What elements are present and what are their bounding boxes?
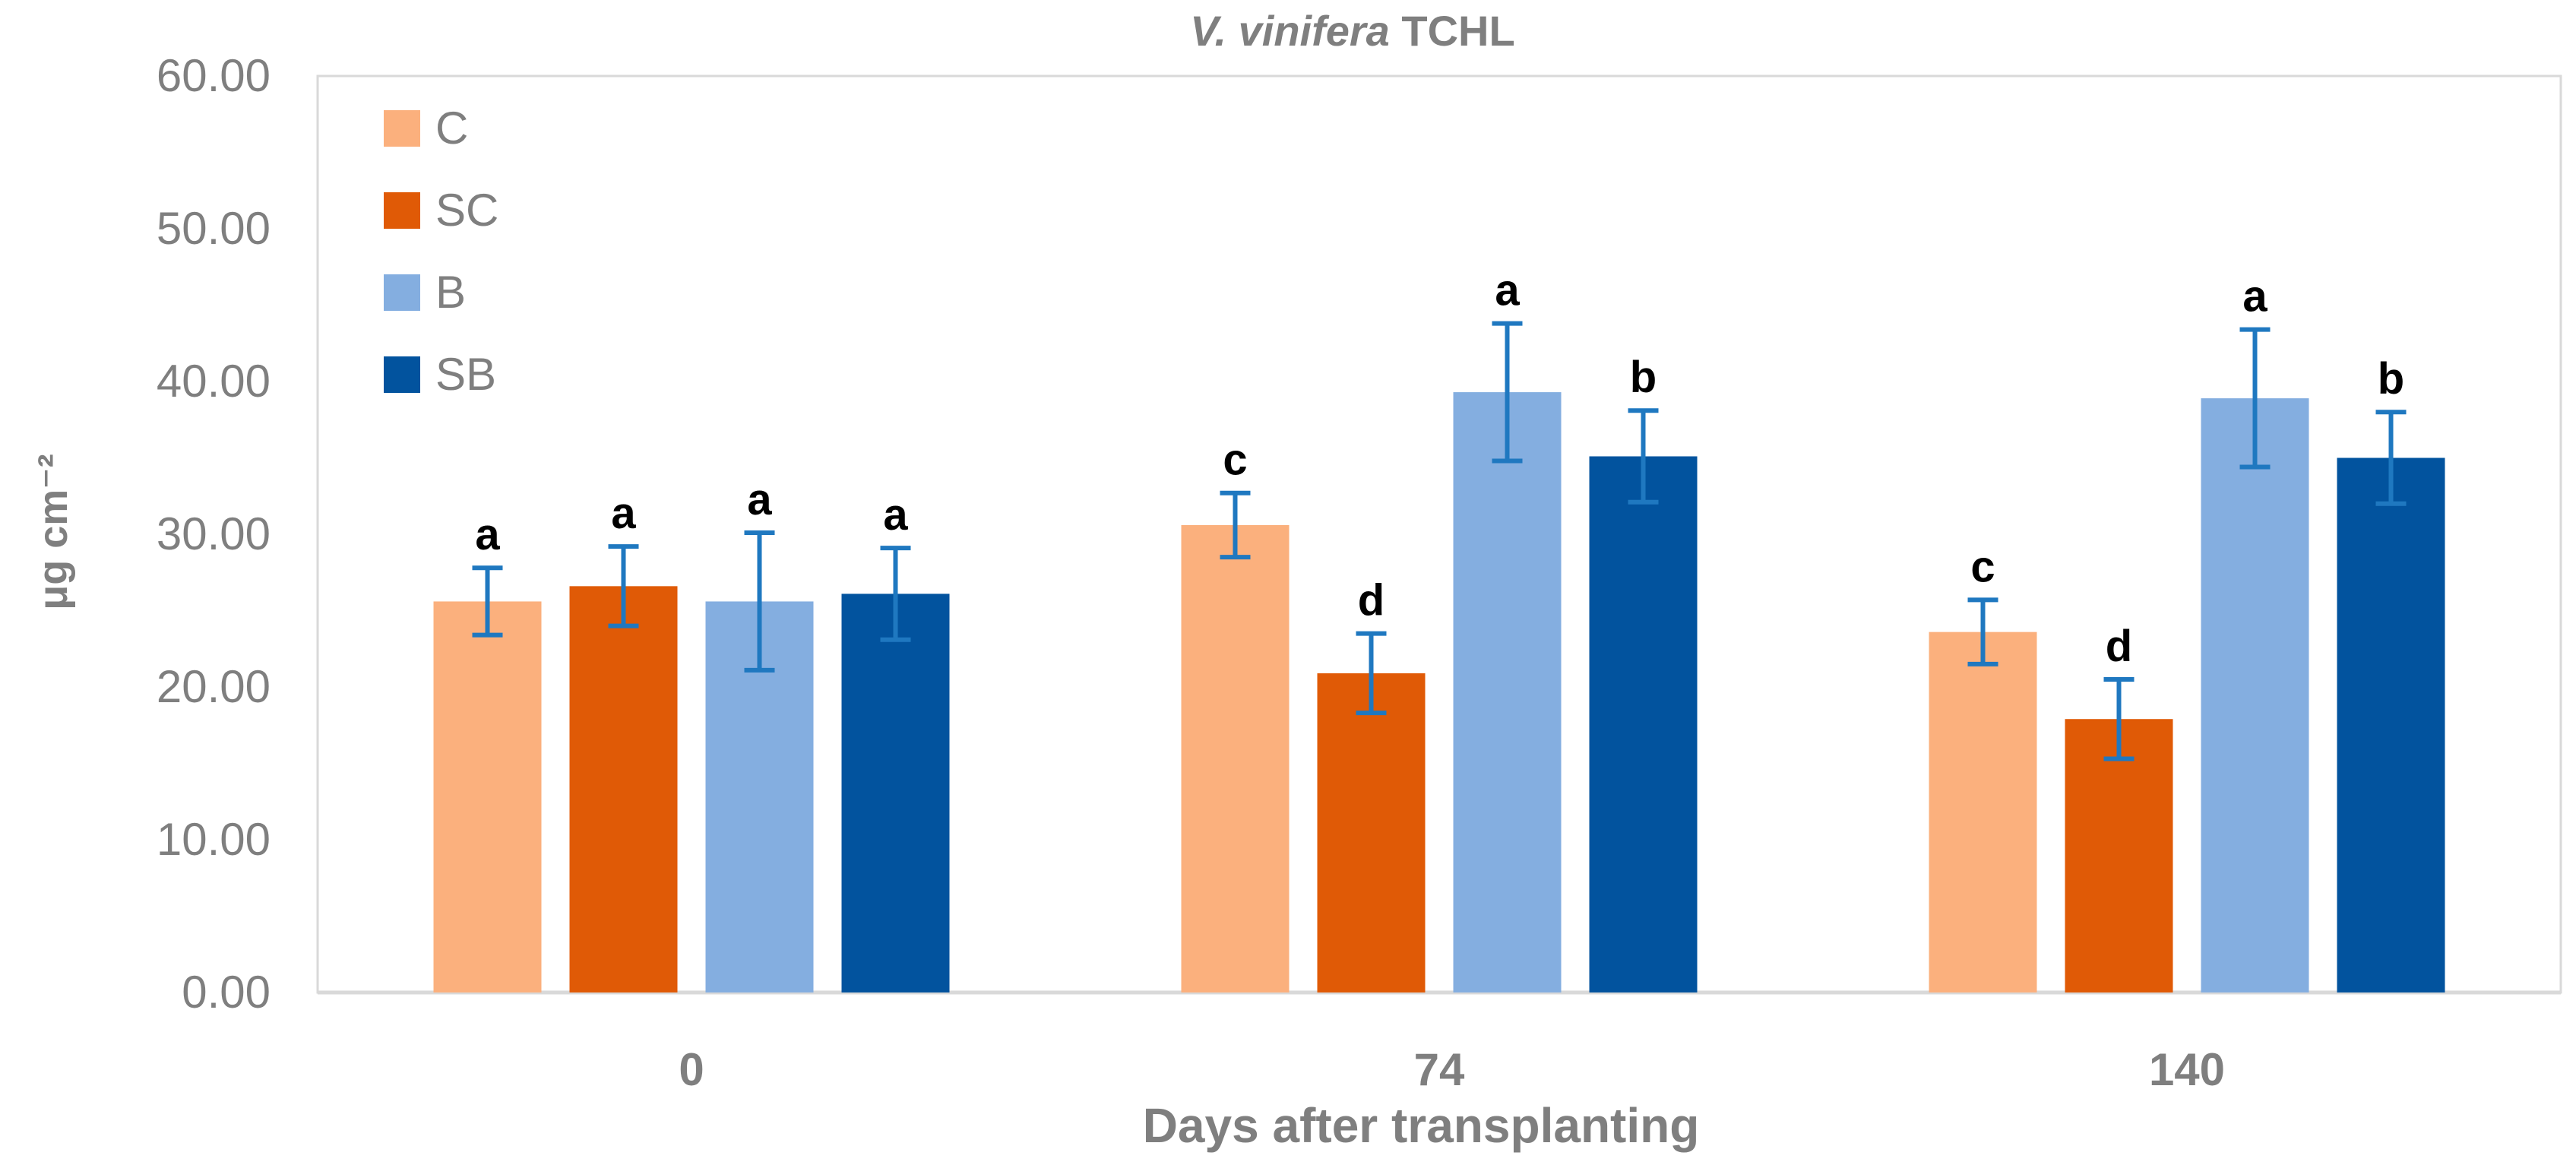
y-tick-label: 40.00 bbox=[157, 356, 271, 407]
x-axis-label: Days after transplanting bbox=[1143, 1098, 1700, 1153]
x-axis: 0 74 140 bbox=[679, 1044, 2225, 1095]
legend-label: SB bbox=[435, 349, 496, 400]
y-axis: 0.00 10.00 20.00 30.00 40.00 50.00 60.00 bbox=[157, 50, 271, 1018]
significance-letter: a bbox=[611, 489, 636, 538]
error-bar-c-74 bbox=[1220, 490, 1251, 560]
y-tick-label: 20.00 bbox=[157, 661, 271, 712]
x-tick-label: 74 bbox=[1414, 1044, 1465, 1095]
bar-sc-74 bbox=[1317, 673, 1426, 992]
y-tick-label: 50.00 bbox=[157, 203, 271, 254]
error-bar-sc-140 bbox=[2103, 676, 2135, 761]
y-axis-label: μg cm⁻² bbox=[30, 454, 76, 610]
bar-sb-74 bbox=[1589, 456, 1698, 992]
legend-item-c: C bbox=[384, 103, 468, 154]
x-tick-label: 0 bbox=[679, 1044, 704, 1095]
bar-sc-0 bbox=[569, 586, 678, 992]
chart-title: V. vinifera TCHL bbox=[1190, 7, 1514, 55]
y-tick-label: 10.00 bbox=[157, 814, 271, 865]
significance-letter: c bbox=[1223, 435, 1247, 485]
legend-label: SC bbox=[435, 185, 498, 236]
bar-sb-140 bbox=[2337, 457, 2445, 992]
error-bar-sb-74 bbox=[1628, 408, 1659, 505]
bar-b-140 bbox=[2201, 398, 2309, 992]
significance-letter: b bbox=[1630, 353, 1657, 402]
significance-letter: d bbox=[2106, 622, 2132, 671]
error-bar-b-0 bbox=[744, 530, 775, 673]
legend-item-sb: SB bbox=[384, 349, 496, 400]
legend-swatch bbox=[384, 110, 420, 147]
significance-letter: d bbox=[1358, 576, 1385, 625]
legend-swatch bbox=[384, 356, 420, 393]
plot-area bbox=[316, 74, 2562, 995]
significance-letter: b bbox=[2378, 354, 2404, 404]
legend-swatch bbox=[384, 192, 420, 229]
error-bar-b-140 bbox=[2239, 327, 2271, 470]
significance-letter: a bbox=[1495, 266, 1520, 315]
error-bar-sc-0 bbox=[608, 544, 639, 628]
error-bar-sc-74 bbox=[1356, 631, 1387, 716]
bar-c-0 bbox=[433, 601, 542, 992]
bar-b-74 bbox=[1453, 392, 1562, 992]
significance-letters: a a a a c d a b c d a b bbox=[475, 266, 2404, 671]
significance-letter: a bbox=[2242, 272, 2267, 321]
chart-title-plain: TCHL bbox=[1401, 7, 1514, 55]
legend-label: C bbox=[435, 103, 468, 154]
bar-c-140 bbox=[1929, 632, 2037, 992]
bar-sc-140 bbox=[2065, 719, 2173, 992]
legend-label: B bbox=[435, 267, 466, 318]
significance-letter: a bbox=[475, 510, 500, 559]
legend: C SC B SB bbox=[384, 103, 498, 400]
significance-letter: c bbox=[1970, 542, 1995, 591]
bar-c-74 bbox=[1181, 524, 1290, 992]
error-bar-b-74 bbox=[1492, 321, 1523, 464]
y-tick-label: 30.00 bbox=[157, 508, 271, 559]
legend-item-sc: SC bbox=[384, 185, 498, 236]
x-tick-label: 140 bbox=[2149, 1044, 2225, 1095]
y-tick-label: 60.00 bbox=[157, 50, 271, 101]
significance-letter: a bbox=[747, 475, 772, 524]
legend-item-b: B bbox=[384, 267, 466, 318]
error-bars bbox=[472, 321, 2407, 761]
error-bar-sb-140 bbox=[2375, 410, 2407, 506]
bar-sb-0 bbox=[841, 594, 950, 992]
y-tick-label: 0.00 bbox=[182, 967, 271, 1018]
error-bar-c-0 bbox=[472, 565, 503, 638]
legend-swatch bbox=[384, 274, 420, 311]
chart-title-italic: V. vinifera bbox=[1190, 7, 1390, 55]
error-bar-c-140 bbox=[1967, 597, 1998, 666]
significance-letter: a bbox=[883, 490, 908, 540]
error-bar-sb-0 bbox=[880, 546, 911, 642]
bars bbox=[433, 392, 2445, 992]
